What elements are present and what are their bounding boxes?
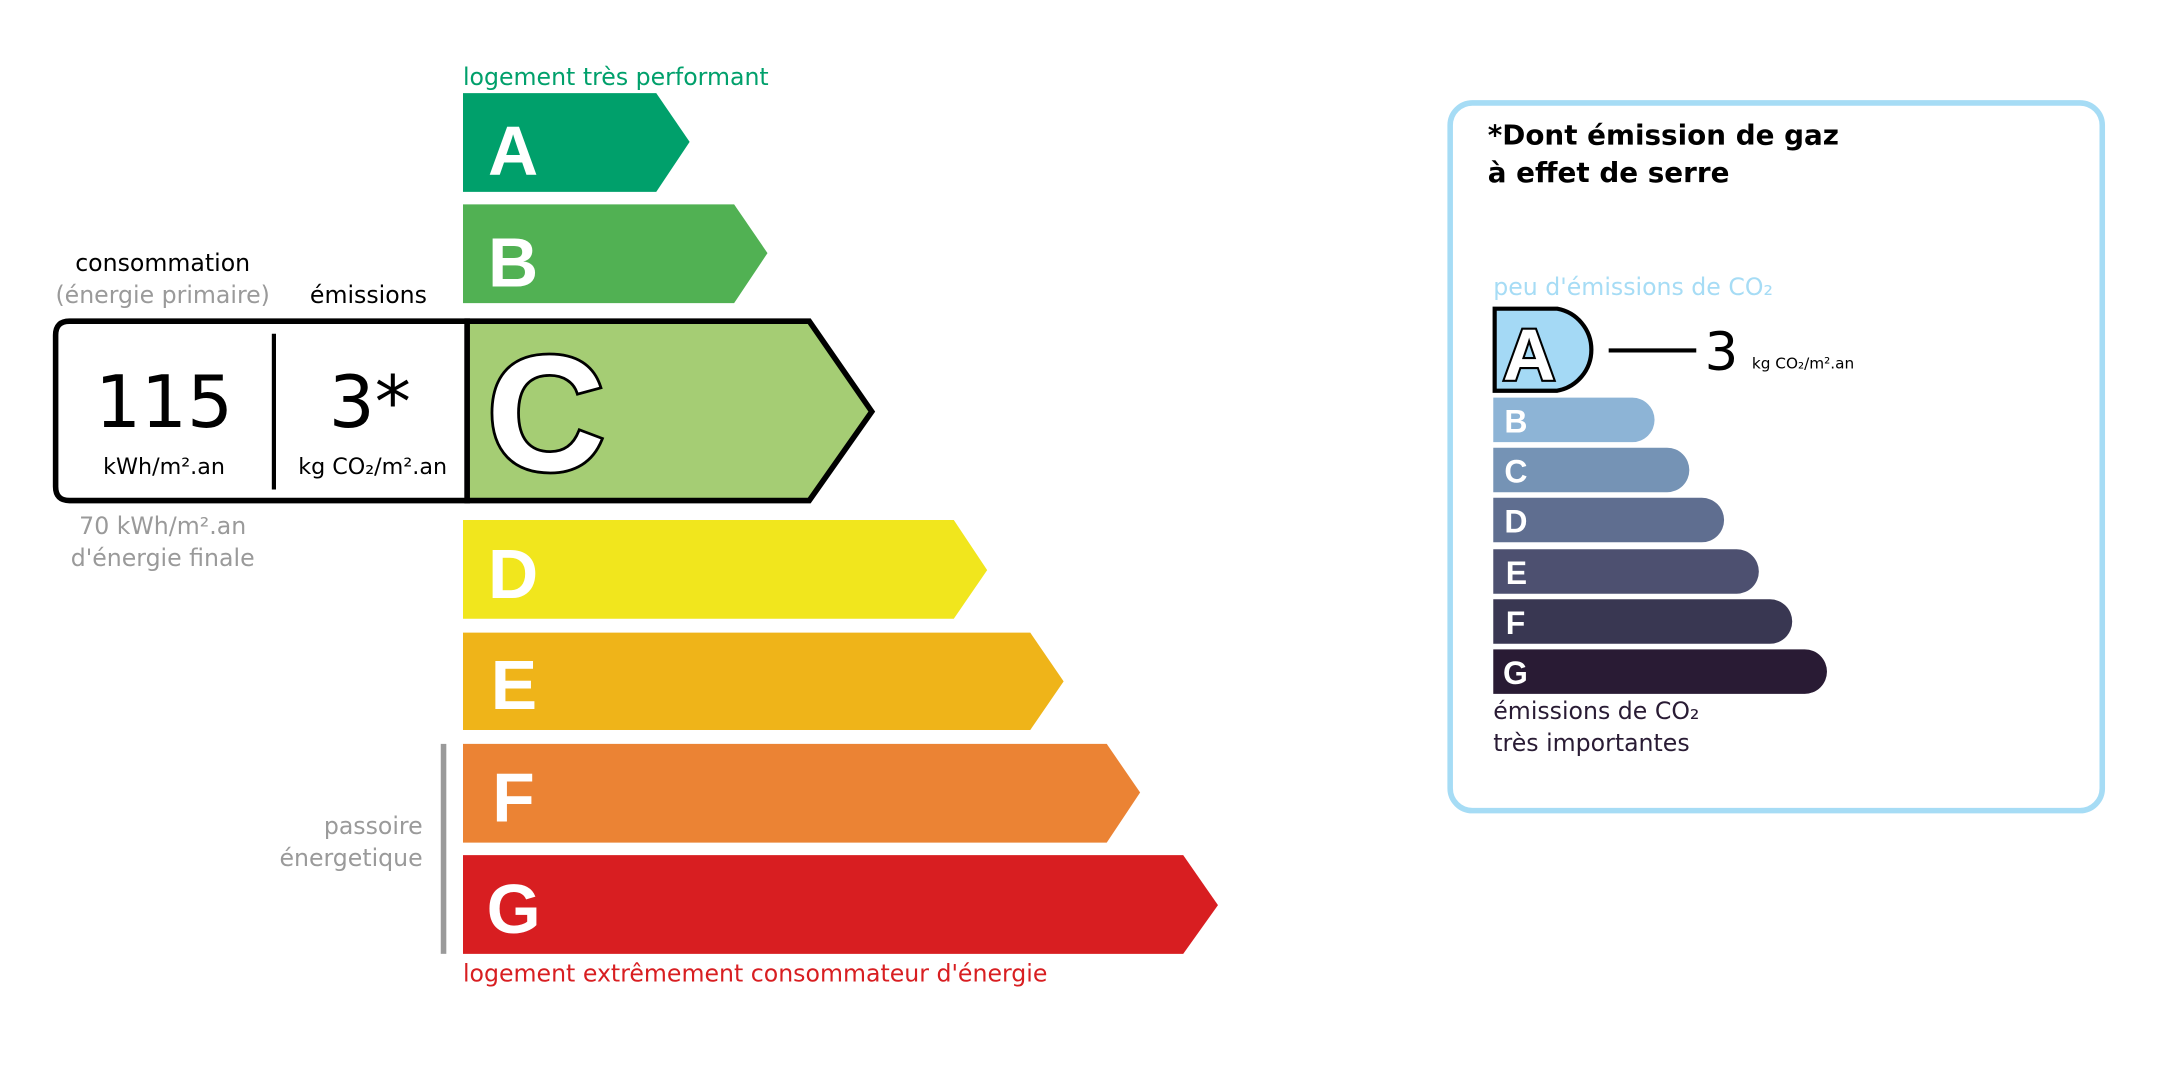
ghg-bar-f (1493, 599, 1793, 644)
ghg-bar-d (1493, 497, 1725, 543)
ghg-letter-d: D (1504, 504, 1527, 540)
ghg-bottom-label-line2: très importantes (1493, 729, 1689, 757)
ghg-bar-b (1493, 397, 1655, 443)
energy-class-d: D (462, 520, 988, 619)
emissions-title: émissions (310, 281, 427, 309)
energy-class-f: F (462, 743, 1141, 843)
energy-bar-f (462, 743, 1141, 843)
passoire-bracket (440, 743, 447, 954)
energy-bar-d (462, 520, 988, 619)
energy-letter-d: D (488, 535, 538, 613)
ghg-bar-g (1493, 649, 1827, 694)
ghg-class-f: F (1493, 599, 1793, 644)
energy-class-e: E (462, 632, 1064, 730)
energy-class-b: B (462, 204, 768, 304)
ghg-title-line1: *Dont émission de gaz (1488, 119, 1839, 152)
energy-letter-g: G (487, 870, 541, 948)
ghg-title-line2: à effet de serre (1488, 156, 1730, 189)
ghg-letter-e: E (1506, 555, 1527, 591)
energy-class-a: A (462, 93, 690, 192)
energy-top-label: logement très performant (463, 63, 769, 91)
passoire-label-line2: énergetique (279, 844, 422, 872)
energy-letter-a: A (488, 112, 538, 190)
emissions-unit: kg CO₂/m².an (298, 454, 447, 480)
ghg-letter-g: G (1503, 655, 1528, 691)
energy-class-c-current: C (464, 318, 876, 508)
ghg-class-b: B (1493, 397, 1655, 443)
ghg-bar-c (1493, 447, 1690, 493)
final-energy-value: 70 kWh/m².an (79, 512, 246, 540)
ghg-letter-b: B (1504, 403, 1527, 439)
energy-bar-b (462, 204, 768, 304)
ghg-unit: kg CO₂/m².an (1752, 354, 1854, 372)
energy-bar-c (464, 318, 876, 504)
ghg-class-e: E (1493, 549, 1759, 594)
ghg-panel: *Dont émission de gaz à effet de serre p… (1447, 100, 2106, 814)
energy-bar-a (462, 93, 690, 192)
energy-class-g: G (462, 855, 1218, 954)
final-energy-label: d'énergie finale (71, 544, 255, 572)
reading-box-frame (52, 318, 470, 504)
energy-letter-b: B (488, 223, 538, 301)
energy-letter-e: E (491, 646, 537, 724)
ghg-value: 3 (1705, 322, 1739, 383)
emissions-value: 3* (329, 361, 411, 445)
energy-bar-e (462, 632, 1064, 730)
ghg-letter-a: A (1503, 316, 1555, 396)
consumption-title: consommation (75, 249, 250, 277)
energy-bottom-label: logement extrêmement consommateur d'éner… (463, 960, 1047, 988)
ghg-class-d: D (1493, 497, 1725, 543)
energy-bar-g (462, 855, 1218, 954)
ghg-bar-e (1493, 549, 1759, 594)
consumption-unit: kWh/m².an (103, 454, 225, 480)
consumption-subtitle: (énergie primaire) (55, 281, 269, 309)
energy-letter-f: F (492, 759, 534, 837)
ghg-class-a-current: A 3 kg CO₂/m².an (1492, 306, 1854, 398)
ghg-bar-a (1492, 306, 1594, 393)
ghg-letter-f: F (1506, 605, 1526, 641)
ghg-class-c: C (1493, 447, 1690, 493)
ghg-class-g: G (1493, 649, 1827, 694)
passoire-label-line1: passoire (324, 812, 423, 840)
energy-letter-c: C (487, 321, 605, 505)
consumption-value: 115 (95, 361, 233, 445)
ghg-bottom-label-line1: émissions de CO₂ (1493, 697, 1699, 725)
ghg-letter-c: C (1504, 453, 1527, 489)
ghg-top-label: peu d'émissions de CO₂ (1493, 273, 1773, 301)
energy-reading-box: consommation (énergie primaire) émission… (52, 249, 470, 572)
